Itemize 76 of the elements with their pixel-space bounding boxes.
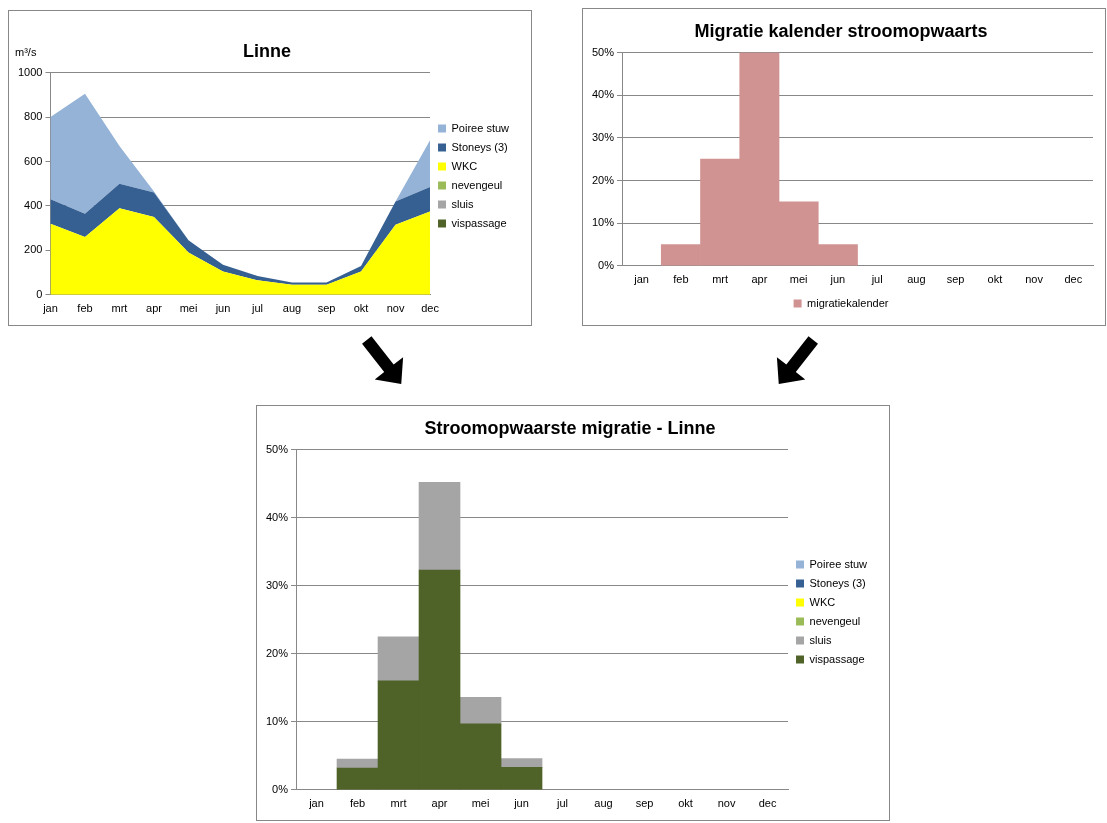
- x-tick-label: feb: [673, 273, 689, 286]
- bar: [336, 758, 379, 769]
- x-tick-label: apr: [146, 302, 163, 315]
- x-tick-label: jan: [633, 273, 649, 286]
- x-tick-label: mei: [471, 797, 490, 810]
- x-tick-label: okt: [678, 797, 693, 810]
- legend-label: Poiree stuw: [451, 121, 510, 134]
- y-tick-label: 50%: [265, 442, 289, 455]
- bar: [459, 696, 502, 725]
- chart-title: Migratie kalender stroomopwaarts: [694, 20, 988, 41]
- x-tick-label: nov: [386, 302, 405, 315]
- x-tick-label: okt: [987, 273, 1003, 286]
- x-tick-label: nov: [717, 797, 736, 810]
- y-tick-label: 20%: [265, 646, 289, 659]
- x-tick-label: jan: [42, 302, 58, 315]
- y-tick-label: 400: [24, 198, 43, 211]
- x-tick-label: apr: [751, 273, 768, 286]
- chart-title: Linne: [243, 40, 291, 61]
- x-tick-label: jun: [829, 273, 846, 286]
- x-tick-label: okt: [353, 302, 369, 315]
- y-tick-label: 40%: [265, 510, 289, 523]
- x-tick-label: mei: [179, 302, 198, 315]
- x-tick-label: jul: [556, 797, 569, 810]
- legend-label: Stoneys (3): [809, 576, 866, 589]
- chart-title: Stroomopwaarste migratie - Linne: [424, 417, 716, 438]
- x-tick-label: jul: [870, 273, 883, 286]
- bar: [377, 636, 420, 682]
- x-tick-label: sep: [635, 797, 654, 810]
- x-tick-label: dec: [421, 302, 440, 315]
- x-tick-label: jun: [513, 797, 529, 810]
- legend-label: sluis: [451, 197, 475, 210]
- y-tick-label: 10%: [591, 216, 615, 229]
- x-tick-label: jan: [308, 797, 324, 810]
- legend-label: WKC: [451, 159, 478, 172]
- legend-label: Stoneys (3): [451, 140, 508, 153]
- x-tick-label: jun: [214, 302, 231, 315]
- y-tick-label: 30%: [265, 578, 289, 591]
- legend-label: Poiree stuw: [809, 557, 868, 570]
- x-tick-label: mrt: [712, 273, 729, 286]
- x-tick-label: mei: [789, 273, 808, 286]
- y-tick-label: 10%: [265, 714, 289, 727]
- legend-label: migratiekalender: [807, 296, 889, 309]
- x-tick-label: jul: [250, 302, 264, 315]
- y-tick-label: 0%: [272, 782, 289, 795]
- bar: [418, 481, 461, 571]
- legend-label: WKC: [809, 595, 836, 608]
- y-tick-label: 0: [36, 287, 43, 300]
- x-tick-label: dec: [758, 797, 777, 810]
- x-tick-label: sep: [946, 273, 965, 286]
- x-tick-label: apr: [431, 797, 448, 810]
- legend-label: nevengeul: [451, 178, 503, 191]
- y-tick-label: 600: [24, 154, 43, 167]
- y-tick-label: 40%: [591, 88, 615, 101]
- legend-label: vispassage: [809, 652, 865, 665]
- y-tick-label: 800: [24, 110, 43, 123]
- x-tick-label: mrt: [111, 302, 128, 315]
- x-tick-label: feb: [349, 797, 366, 810]
- y-tick-label: 50%: [591, 45, 615, 58]
- y-tick-label: 0%: [598, 258, 615, 271]
- bar: [500, 758, 543, 768]
- x-tick-label: aug: [282, 302, 302, 315]
- y-tick-label: 30%: [591, 130, 615, 143]
- x-tick-label: mrt: [390, 797, 407, 810]
- legend-label: sluis: [809, 633, 833, 646]
- x-tick-label: dec: [1064, 273, 1083, 286]
- y-axis-title: m³/s: [15, 46, 37, 59]
- x-tick-label: nov: [1025, 273, 1044, 286]
- x-tick-label: sep: [317, 302, 336, 315]
- x-tick-label: aug: [907, 273, 926, 286]
- x-tick-label: aug: [594, 797, 613, 810]
- x-tick-label: feb: [77, 302, 93, 315]
- y-tick-label: 20%: [591, 173, 615, 186]
- y-tick-label: 1000: [17, 65, 43, 78]
- y-tick-label: 200: [24, 243, 43, 256]
- legend-label: nevengeul: [809, 614, 861, 627]
- legend-label: vispassage: [451, 216, 507, 229]
